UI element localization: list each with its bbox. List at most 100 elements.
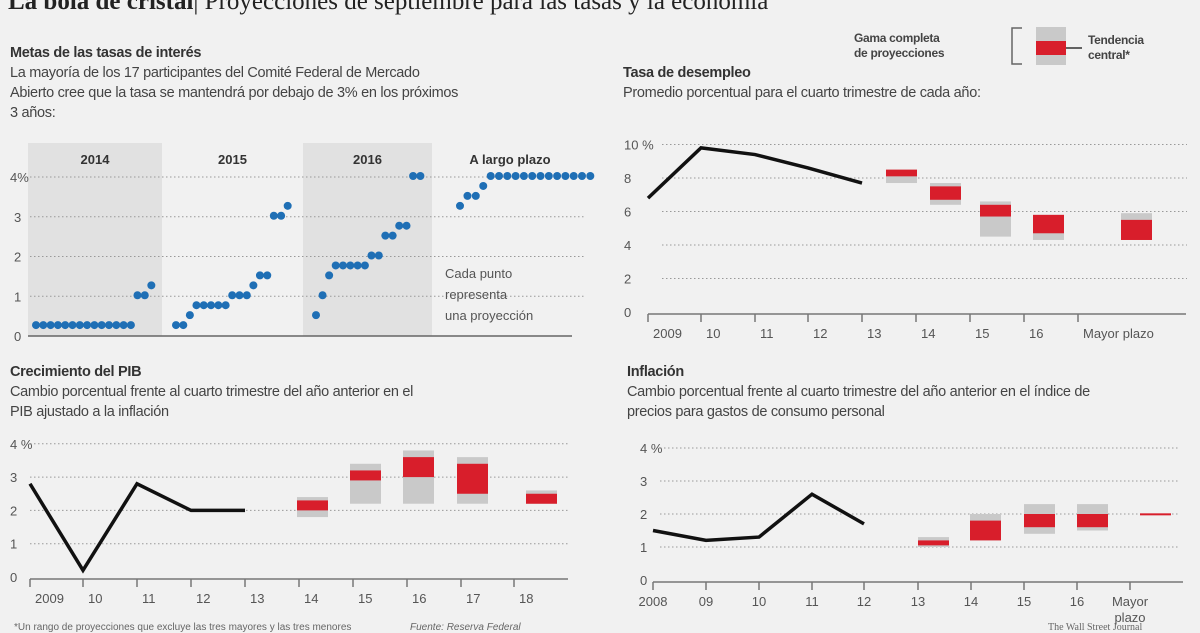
y-tick-label: 1 [10, 537, 17, 552]
dot [511, 172, 520, 180]
x-tick-label: 09 [699, 594, 713, 609]
x-tick-label: plazo [1114, 610, 1145, 625]
footnote: *Un rango de proyecciones que excluye la… [14, 622, 352, 633]
legend-text: Tendencia [1088, 33, 1144, 47]
dot [39, 321, 48, 330]
y-tick-label: 4% [10, 170, 29, 185]
history-line [646, 146, 863, 200]
y-tick-label: 4 % [640, 441, 663, 456]
dot [68, 321, 77, 330]
x-tick-label: 15 [358, 591, 372, 606]
dot [242, 291, 251, 300]
group-label: A largo plazo [469, 152, 550, 167]
dot [46, 321, 55, 330]
dot [409, 172, 418, 180]
y-tick-label: 2 [10, 503, 17, 518]
unemployment-title: Tasa de desempleo [623, 65, 751, 81]
dot [402, 221, 411, 230]
dot [255, 271, 264, 280]
inflation-header: Inflación Cambio porcentual frente al cu… [627, 362, 1090, 422]
y-tick-label: 8 [624, 171, 631, 186]
x-tick-label: 2009 [653, 326, 682, 341]
x-tick-label: 15 [975, 326, 989, 341]
projection-central-bar [526, 493, 557, 504]
x-tick-label: 10 [752, 594, 766, 609]
y-tick-label: 1 [14, 289, 21, 304]
y-tick-label: 10 % [624, 138, 654, 153]
legend-bracket [1011, 27, 1022, 65]
dot [283, 201, 292, 210]
x-tick-label: 14 [921, 326, 935, 341]
credit: The Wall Street Journal [1048, 622, 1143, 633]
gdp-title: Crecimiento del PIB [10, 364, 142, 380]
inflation-subtitle-line: Cambio porcentual frente al cuarto trime… [627, 384, 1090, 400]
y-tick-label: 0 [10, 570, 17, 585]
inflation-subtitle-line: precios para gastos de consumo personal [627, 404, 885, 420]
x-tick-label: 13 [250, 591, 264, 606]
projection-range-bar [350, 463, 381, 504]
x-tick-label: 2008 [639, 594, 668, 609]
dot [140, 291, 149, 300]
x-tick-label: 10 [88, 591, 102, 606]
x-tick-label: 14 [964, 594, 978, 609]
y-tick-label: 6 [624, 205, 631, 220]
x-tick-label: 18 [519, 591, 533, 606]
dot [544, 172, 553, 180]
history-line [652, 492, 865, 543]
legend-central-swatch [1036, 41, 1066, 55]
dot [133, 291, 142, 300]
group-label: 2014 [81, 152, 111, 167]
x-tick-label: Mayor plazo [1083, 326, 1154, 341]
dot [346, 261, 355, 270]
title-bold: La bola de cristal [8, 0, 194, 15]
dot [277, 211, 286, 220]
legend-full-range-label: Gama completa de proyecciones [854, 31, 945, 61]
projection-central-bar [918, 540, 949, 546]
annotation-line: Cada punto [445, 266, 512, 281]
x-tick-label: 15 [1017, 594, 1031, 609]
source: Fuente: Reserva Federal [410, 622, 521, 633]
x-tick-label: 17 [466, 591, 480, 606]
x-tick-label: 11 [142, 591, 156, 606]
dot [249, 281, 258, 290]
x-tick-label: 14 [304, 591, 318, 606]
projection-central-bar [1024, 514, 1055, 528]
x-tick-label: 12 [196, 591, 210, 606]
dot [235, 291, 244, 300]
y-tick-label: 1 [640, 540, 647, 555]
dot [228, 291, 237, 300]
dot [360, 261, 369, 270]
rates-subtitle-line: 3 años: [10, 105, 56, 121]
y-tick-label: 3 [640, 474, 647, 489]
dot [199, 301, 208, 310]
dot [339, 261, 348, 270]
projection-central-bar [403, 457, 434, 478]
dot [75, 321, 84, 330]
dot [388, 231, 397, 240]
dot [456, 201, 464, 210]
projection-central-bar [1121, 219, 1152, 240]
dot [263, 271, 272, 280]
y-tick-label: 2 [14, 250, 21, 265]
projection-central-bar [886, 169, 917, 177]
y-tick-label: 3 [10, 470, 17, 485]
dot [105, 321, 113, 330]
projection-central-bar [457, 463, 488, 494]
dot [207, 301, 216, 310]
dot [53, 321, 62, 330]
dot [61, 321, 70, 330]
dot [325, 271, 334, 280]
rates-header: Metas de las tasas de interés La mayoría… [10, 43, 458, 123]
y-tick-label: 4 [624, 238, 631, 253]
projection-central-bar [1033, 214, 1064, 234]
dot [395, 221, 404, 230]
annotation-line: representa [445, 287, 508, 302]
x-tick-label: 16 [1029, 326, 1043, 341]
y-tick-label: 2 [640, 507, 647, 522]
dot [578, 172, 587, 180]
group-label: 2015 [218, 152, 247, 167]
dot [479, 181, 488, 190]
group-label: 2016 [353, 152, 382, 167]
projection-central-bar [1140, 513, 1171, 516]
